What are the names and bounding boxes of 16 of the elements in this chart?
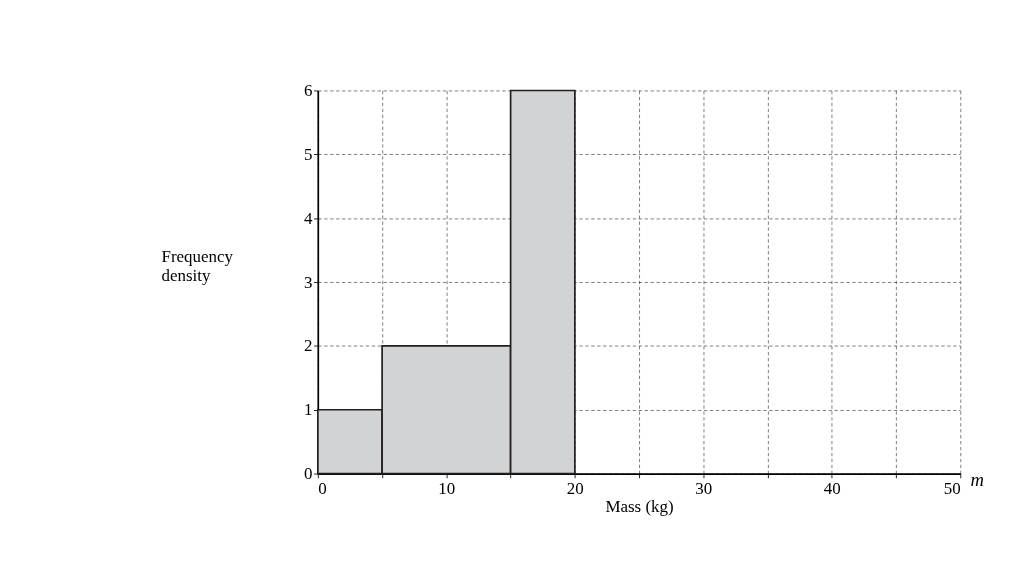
y-tick-label: 0: [303, 464, 313, 484]
x-tick-label: 40: [823, 478, 841, 498]
text: m: [970, 469, 984, 491]
y-axis-title: Frequency density: [161, 247, 234, 285]
x-tick-label: 50: [943, 478, 961, 498]
x-tick-label: 0: [318, 478, 327, 498]
x-tick-label: 10: [438, 478, 456, 498]
y-tick-label: 6: [303, 81, 313, 101]
y-tick-label: 2: [303, 336, 313, 356]
x-axis-title: Mass (kg): [605, 497, 674, 517]
y-tick-label: 3: [303, 272, 313, 292]
x-tick-label: 20: [566, 478, 584, 498]
y-tick-label: 4: [303, 208, 313, 228]
x-tick-label: 30: [695, 478, 713, 498]
y-tick-label: 1: [303, 400, 313, 420]
y-tick-label: 5: [303, 144, 313, 164]
